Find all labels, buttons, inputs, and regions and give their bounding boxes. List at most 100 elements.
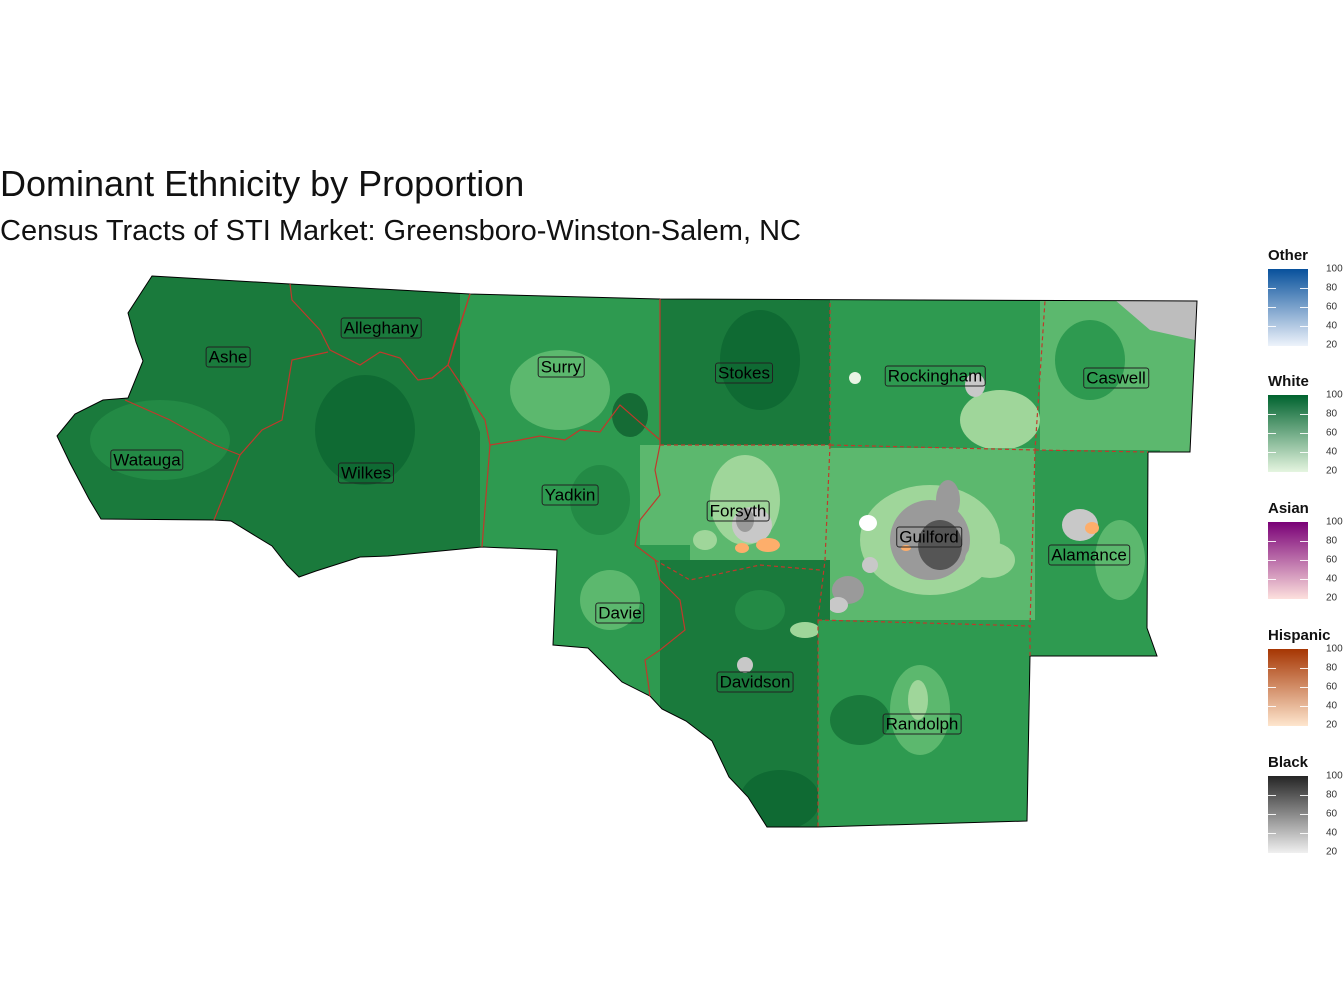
county-label-randolph: Randolph (882, 713, 962, 735)
census-tract (315, 375, 415, 485)
census-tract (862, 557, 878, 573)
legend-tick-mark (1268, 307, 1276, 308)
legend-tick-mark (1300, 433, 1308, 434)
legend-title-black: Black (1268, 754, 1309, 771)
census-tract (859, 515, 877, 531)
legend-tick-mark (1300, 414, 1308, 415)
legend-tick-mark (1300, 452, 1308, 453)
legend-tick-mark (1300, 541, 1308, 542)
legend-tick-mark (1300, 833, 1308, 834)
legend-tick-mark (1268, 452, 1276, 453)
county-label-stokes: Stokes (715, 362, 773, 384)
tracts-west (57, 276, 480, 600)
legend-tick-mark (1268, 433, 1276, 434)
county-label-forsyth: Forsyth (706, 500, 770, 522)
county-border (489, 404, 661, 446)
legend-title-hispanic: Hispanic (1268, 627, 1331, 644)
legend-tick-mark (1268, 706, 1276, 707)
legend-tick-mark (1268, 326, 1276, 327)
legend-tick: 20 (1326, 592, 1338, 604)
legend-tick: 100 (1326, 263, 1343, 275)
legend-tick-mark (1268, 560, 1276, 561)
census-tract (832, 576, 864, 604)
census-tract (1095, 520, 1145, 600)
legend-white: White 100 80 60 40 20 (1268, 373, 1344, 477)
legend-tick: 40 (1326, 700, 1338, 712)
census-tract (736, 508, 754, 532)
census-tract (830, 695, 890, 745)
tract-no-data (1115, 300, 1197, 340)
legend-tick: 60 (1326, 554, 1338, 566)
census-tract (90, 400, 230, 480)
legend-tick: 80 (1326, 662, 1338, 674)
legend-tick: 20 (1326, 719, 1338, 731)
county-label-watauga: Watauga (110, 449, 184, 471)
legend-tick-mark (1268, 414, 1276, 415)
legend-tick-mark (1300, 288, 1308, 289)
legend-tick: 60 (1326, 427, 1338, 439)
legend-tick-mark (1268, 833, 1276, 834)
legend-tick: 20 (1326, 465, 1338, 477)
census-tract (1055, 320, 1125, 400)
census-tract (965, 373, 985, 397)
census-tract (849, 372, 861, 384)
legend-tick: 60 (1326, 681, 1338, 693)
legend-other: Other 100 80 60 40 20 (1268, 247, 1344, 351)
census-tract (693, 530, 717, 550)
legend-tick-mark (1268, 288, 1276, 289)
legend-tick: 20 (1326, 339, 1338, 351)
legend-tick-mark (1268, 687, 1276, 688)
county-borders (124, 283, 1149, 827)
census-tract (737, 657, 753, 673)
legend-tick: 80 (1326, 408, 1338, 420)
county-label-alamance: Alamance (1048, 544, 1130, 566)
choropleth-map (56, 275, 1198, 828)
map-title: Dominant Ethnicity by Proportion (0, 163, 525, 204)
census-tract (828, 597, 848, 613)
census-tract (1085, 522, 1099, 534)
legend-hispanic: Hispanic 100 80 60 40 20 (1268, 627, 1344, 731)
legend-title-white: White (1268, 373, 1309, 390)
legend-tick-mark (1300, 706, 1308, 707)
legend-tick: 100 (1326, 643, 1343, 655)
county-border (1034, 449, 1149, 453)
census-tract (965, 542, 1015, 578)
county-label-surry: Surry (537, 356, 585, 378)
county-border (124, 399, 241, 456)
legend-tick-mark (1300, 579, 1308, 580)
county-label-davidson: Davidson (716, 671, 794, 693)
legend-tick: 100 (1326, 770, 1343, 782)
legend-tick-mark (1300, 560, 1308, 561)
county-label-caswell: Caswell (1083, 367, 1149, 389)
legend-tick-mark (1300, 326, 1308, 327)
legend-tick: 40 (1326, 446, 1338, 458)
legend-title-other: Other (1268, 247, 1309, 264)
census-tract (570, 465, 630, 535)
legend-tick-mark (1268, 795, 1276, 796)
census-tract (510, 350, 610, 430)
census-tract (740, 770, 820, 827)
census-tract (612, 393, 648, 437)
legend-tick-mark (1300, 814, 1308, 815)
county-border (817, 444, 831, 827)
legend-tick: 60 (1326, 808, 1338, 820)
census-tract (756, 538, 780, 552)
legend-tick: 80 (1326, 789, 1338, 801)
market-outline (56, 275, 1198, 828)
legend-tick: 100 (1326, 389, 1343, 401)
county-label-alleghany: Alleghany (340, 317, 422, 339)
census-tract (918, 520, 962, 570)
legend-tick: 20 (1326, 846, 1338, 858)
legend-tick-mark (1300, 795, 1308, 796)
county-label-wilkes: Wilkes (337, 462, 395, 484)
legend-tick: 40 (1326, 827, 1338, 839)
legend-tick: 80 (1326, 282, 1338, 294)
tract-fills (57, 276, 1197, 827)
legend-tick-mark (1268, 579, 1276, 580)
county-border (289, 283, 471, 381)
county-border (213, 351, 329, 521)
legend-tick-mark (1268, 668, 1276, 669)
county-label-guilford: Guilford (896, 526, 962, 548)
legend-tick-mark (1300, 307, 1308, 308)
county-label-ashe: Ashe (205, 346, 251, 368)
